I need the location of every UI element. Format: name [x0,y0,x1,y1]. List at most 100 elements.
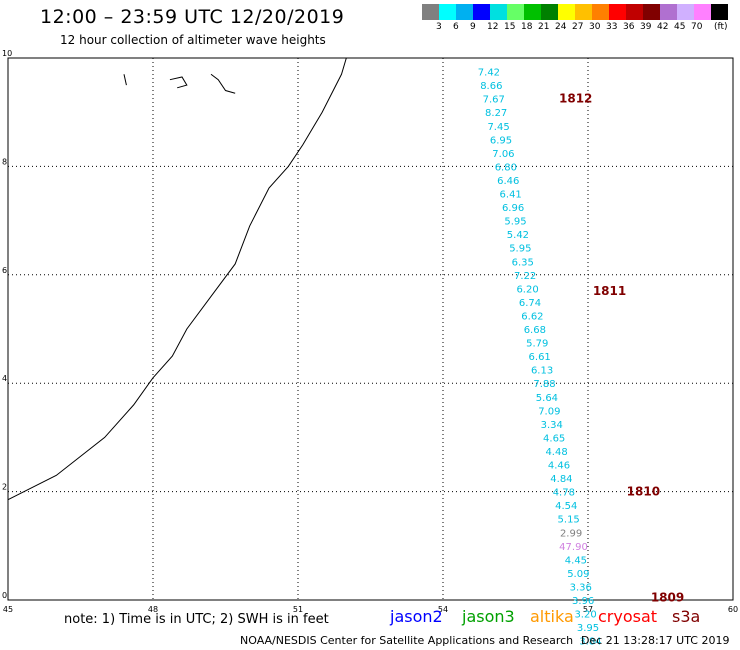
wave-height-point: 4.65 [543,433,565,444]
island-outline [123,74,127,86]
wave-height-point: 7.42 [478,68,500,79]
mission-jason2: jason2 [390,607,443,626]
legend-swatch: 9 [456,4,476,32]
legend-label: 3 [436,22,442,32]
color-scale-legend: 3 6 9 12 15 18 21 24 27 30 33 36 39 42 45 70 [422,4,728,32]
mission-jason3: jason3 [462,607,515,626]
legend-label: 18 [521,22,533,32]
mission-altika: altika [530,607,574,626]
wave-height-point: 7.09 [538,406,560,417]
legend-swatch: 3 [422,4,442,32]
legend-swatch: 21 [524,4,549,32]
wave-height-point: 6.61 [529,352,551,363]
wave-height-point: 7.45 [487,122,509,133]
coastline [7,57,347,501]
island-outline [210,73,236,94]
wave-height-point: 4.84 [550,474,572,485]
legend-label: 24 [555,22,567,32]
wave-height-point: 6.13 [531,366,553,377]
track-time-label: 1810 [627,485,660,499]
plot-border [7,57,734,601]
wave-height-point: 5.15 [558,515,580,526]
x-tick-label: 45 [3,605,13,614]
legend-label: 12 [487,22,499,32]
island-outline [169,76,188,89]
mission-s3a: s3a [672,607,701,626]
wave-height-point: 7.88 [533,379,555,390]
legend-label: 27 [572,22,584,32]
legend-label: 36 [623,22,635,32]
wave-height-point: 7.06 [492,149,514,160]
wave-height-point: 5.95 [504,217,526,228]
legend-unit: (ft) [714,22,728,32]
wave-height-point: 6.68 [524,325,546,336]
legend-label: 39 [640,22,652,32]
y-tick-label: 10 [2,49,12,58]
chart-subtitle: 12 hour collection of altimeter wave hei… [60,33,326,47]
wave-height-point: 6.35 [512,257,534,268]
wave-height-point: 4.54 [555,501,577,512]
wave-height-point: 7.67 [483,95,505,106]
legend-swatch: 42 [643,4,668,32]
legend-label: 70 [691,22,703,32]
x-tick-label: 54 [438,605,448,614]
wave-height-point: 3.84 [579,637,601,648]
wave-height-point: 6.95 [490,135,512,146]
legend-swatch: 70 [677,4,702,32]
legend-swatch: 15 [490,4,515,32]
wave-height-point: 3.20 [574,610,596,621]
wave-height-point: 3.96 [572,596,594,607]
wave-height-point: 6.80 [495,162,517,173]
wave-height-point: 6.41 [500,190,522,201]
wave-height-point: 6.62 [521,311,543,322]
legend-swatch: 45 [660,4,685,32]
wave-height-point: 4.45 [565,555,587,566]
wave-height-point: 5.42 [507,230,529,241]
legend-label: 15 [504,22,516,32]
wave-height-point: 6.74 [519,298,541,309]
wave-height-point: 5.79 [526,339,548,350]
note-text: note: 1) Time is in UTC; 2) SWH is in fe… [64,612,329,627]
legend-swatch: 27 [558,4,583,32]
wave-height-point: 7.22 [514,271,536,282]
legend-swatch: 12 [473,4,498,32]
wave-height-point: 4.46 [548,461,570,472]
wave-height-point: 2.99 [560,528,582,539]
wave-height-point: 3.95 [577,623,599,634]
wave-height-point: 6.20 [516,284,538,295]
wave-height-point: 6.96 [502,203,524,214]
legend-swatch: 24 [541,4,566,32]
wave-height-point: 3.36 [570,582,592,593]
legend-label: 30 [589,22,601,32]
legend-swatch [694,4,711,20]
legend-swatch: 6 [439,4,459,32]
legend-swatch: 33 [592,4,617,32]
x-tick-label: 57 [583,605,593,614]
wave-height-point: 4.78 [553,488,575,499]
y-tick-label: 2 [2,483,7,492]
x-tick-label: 51 [293,605,303,614]
y-tick-label: 0 [2,591,7,600]
legend-label: 42 [657,22,669,32]
wave-height-point: 4.48 [545,447,567,458]
mission-cryosat: cryosat [598,607,658,626]
legend-label: 9 [470,22,476,32]
legend-label: 21 [538,22,550,32]
credit-text: NOAA/NESDIS Center for Satellite Applica… [240,634,574,647]
track-time-label: 1809 [651,590,684,604]
x-tick-label: 48 [148,605,158,614]
y-tick-label: 8 [2,157,7,166]
legend-label: 6 [453,22,459,32]
wave-height-point: 5.95 [509,244,531,255]
wave-height-point: 5.09 [567,569,589,580]
x-tick-label: 60 [728,605,738,614]
chart-title: 12:00 – 23:59 UTC 12/20/2019 [40,6,345,28]
wave-height-point: 3.34 [541,420,563,431]
legend-swatch: 30 [575,4,600,32]
timestamp: Dec 21 13:28:17 UTC 2019 [581,634,730,647]
track-time-label: 1812 [559,92,592,106]
legend-swatch: 18 [507,4,532,32]
legend-swatch: 36 [609,4,634,32]
legend-swatch: 39 [626,4,651,32]
